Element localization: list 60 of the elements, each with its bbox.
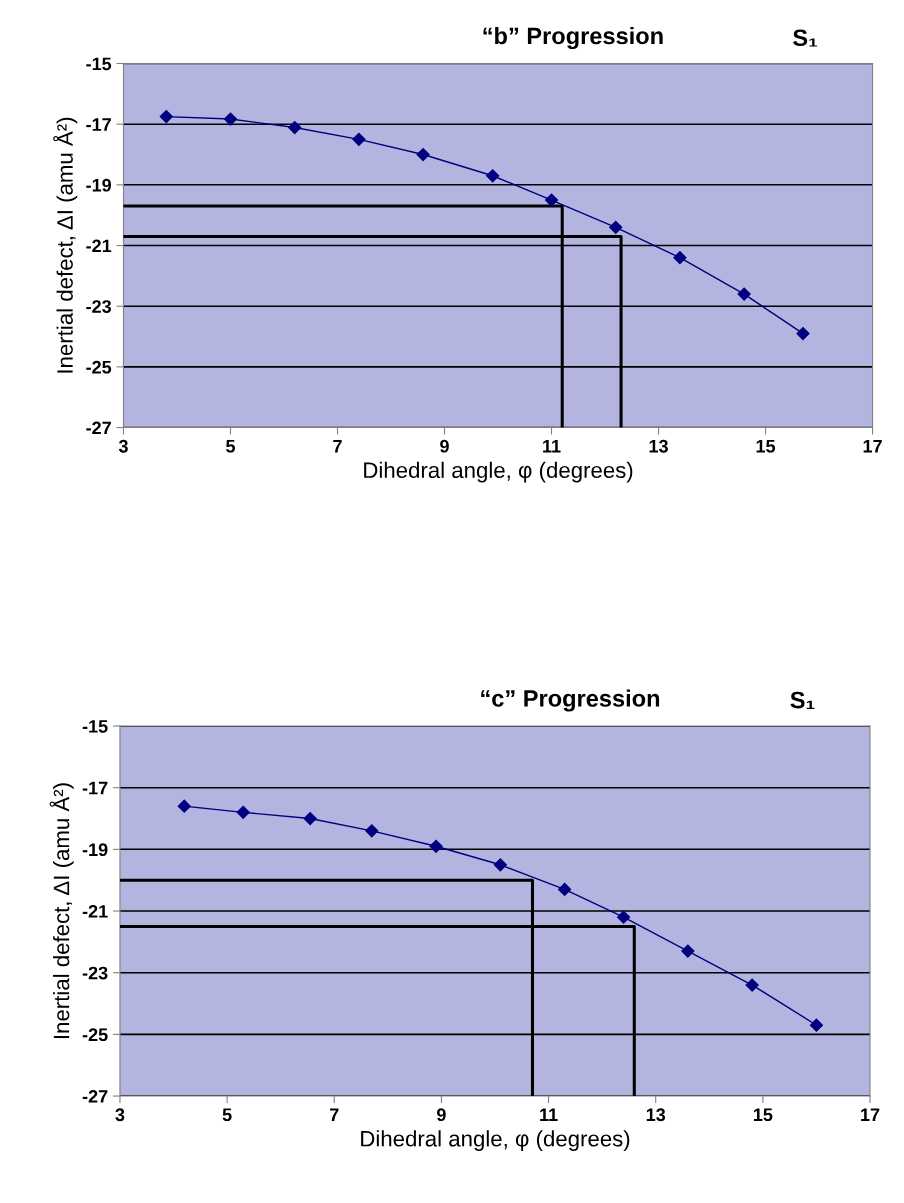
point: [223, 112, 238, 126]
point: [352, 132, 366, 146]
x-tick-label: 11: [543, 440, 561, 453]
point: [303, 811, 317, 826]
x-tick-label: 3: [118, 439, 128, 453]
point: [365, 824, 379, 838]
x-axis-title: Dihedral angle, φ (degrees): [361, 1130, 630, 1151]
y-tick-label: -25: [86, 360, 112, 374]
y-tick-label: -15: [82, 720, 108, 733]
y-axis-title: Inertial defect, ΔI (amu Å²): [49, 783, 74, 1039]
point: [493, 858, 507, 872]
x-tick-label: 11: [540, 1108, 558, 1121]
point: [745, 978, 759, 992]
x-tick-label: 9: [437, 1108, 446, 1122]
point: [558, 882, 572, 897]
point: [288, 120, 302, 135]
x-tick-label: 7: [333, 440, 342, 453]
x-tick-label: 13: [646, 1108, 666, 1122]
y-tick-label: -27: [82, 1089, 108, 1103]
text: S₁: [790, 691, 815, 709]
x-tick-label: 17: [863, 440, 882, 453]
x-tick-label: 15: [753, 1108, 773, 1122]
x-tick-label: 9: [440, 439, 449, 453]
x-tick-label: 17: [861, 1108, 880, 1121]
point: [616, 910, 631, 924]
y-tick-label: -23: [82, 966, 108, 980]
point: [429, 839, 443, 853]
point: [737, 287, 751, 301]
y-tick-label: -23: [86, 300, 112, 313]
x-tick-label: 5: [226, 440, 236, 453]
x-tick-label: 13: [649, 439, 668, 453]
y-tick-label: -21: [86, 239, 112, 253]
x-tick-label: 5: [222, 1108, 232, 1122]
point: [159, 110, 173, 124]
point: [544, 193, 559, 207]
y-tick-label: -19: [86, 178, 112, 192]
point: [673, 251, 687, 265]
x-tick-label: 15: [756, 440, 776, 453]
point: [236, 805, 250, 819]
point: [796, 326, 810, 341]
y-axis-title: Inertial defect, ΔI (amu Å²): [53, 117, 78, 373]
point: [416, 147, 430, 162]
y-tick-label: -25: [82, 1028, 108, 1042]
x-tick-label: 3: [115, 1108, 125, 1122]
text: S₁: [793, 29, 818, 47]
y-tick-label: -19: [82, 843, 108, 857]
y-tick-label: -17: [86, 118, 111, 131]
y-tick-label: -15: [86, 57, 112, 71]
point: [609, 220, 623, 234]
chart-title: “b” Progression: [483, 26, 663, 50]
chart-title: “c” Progression: [481, 689, 660, 712]
point: [486, 169, 500, 183]
y-tick-label: -27: [86, 421, 111, 435]
y-tick-label: -17: [82, 781, 108, 795]
x-tick-label: 7: [330, 1108, 339, 1121]
point: [681, 944, 695, 958]
point: [177, 799, 191, 813]
x-axis-title: Dihedral angle, φ (degrees): [364, 461, 633, 483]
y-tick-label: -21: [82, 904, 108, 918]
point: [809, 1018, 824, 1032]
